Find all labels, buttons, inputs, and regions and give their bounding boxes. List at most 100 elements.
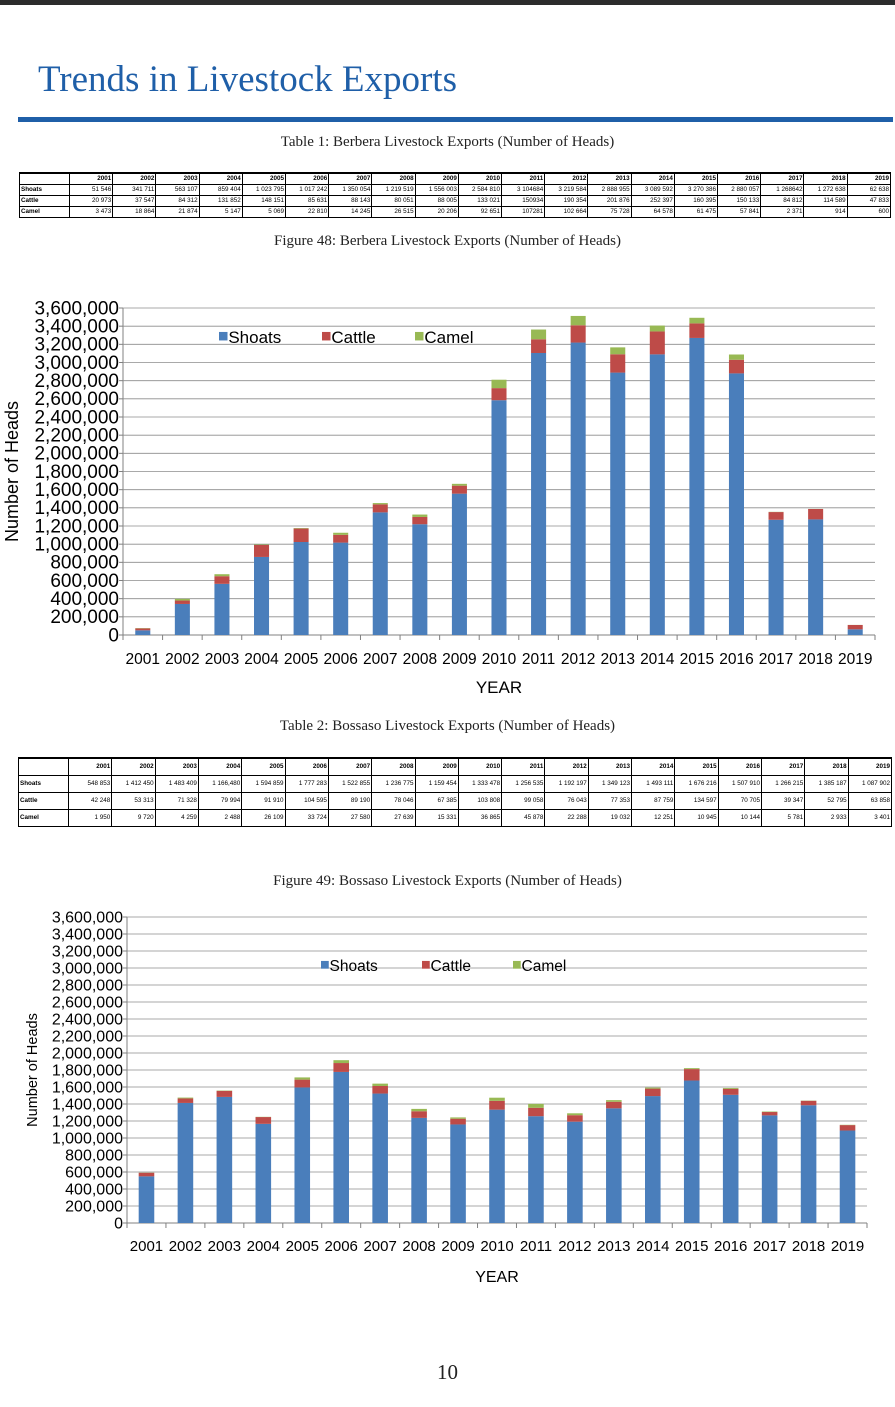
x-tick-label: 2002 — [165, 651, 199, 668]
bar-cattle-2012 — [570, 325, 586, 343]
bar-cattle-2002 — [177, 1098, 194, 1103]
table-row: Camel 3 473 18 864 21 874 5 147 5 069 22 810 14… — [19, 206, 892, 218]
legend-label-cattle: Cattle — [431, 958, 472, 975]
bar-shoats-2014 — [645, 1096, 661, 1223]
table-cell: 88 143 — [328, 195, 373, 207]
year-header: 2017 — [760, 172, 805, 185]
bar-cattle-2002 — [174, 600, 190, 604]
x-tick-label: 2017 — [753, 1238, 786, 1255]
table-cell: 99 058 — [501, 792, 546, 810]
bar-shoats-2003 — [214, 583, 230, 635]
y-tick-label: 1,800,000 — [52, 1062, 123, 1079]
year-header: 2003 — [155, 172, 200, 185]
table-row: Cattle 42 248 53 313 71 328 79 994 91 910 104 … — [18, 792, 893, 810]
table-cell: 88 005 — [414, 195, 459, 207]
year-header: 2006 — [284, 757, 329, 776]
berbera-exports-table: 2001 2002 2003 2004 2005 2006 2007 2008 2009 2010… — [19, 172, 892, 218]
table-cell: 1 777 283 — [284, 775, 329, 793]
table-cell: 1 236 775 — [371, 775, 416, 793]
table-cell: 27 580 — [327, 809, 373, 827]
y-tick-label: 0 — [114, 1215, 123, 1232]
y-tick-label: 3,200,000 — [34, 335, 119, 356]
year-header: 2004 — [198, 172, 243, 185]
table-cell: 22 810 — [285, 206, 330, 218]
bar-shoats-2016 — [722, 1094, 739, 1223]
bar-cattle-2007 — [372, 504, 388, 513]
table-cell: 341 711 — [112, 184, 157, 196]
bar-shoats-2019 — [847, 629, 863, 635]
bar-cattle-2017 — [761, 1112, 778, 1116]
y-tick-label: 3,000,000 — [34, 353, 119, 374]
x-tick-label: 2001 — [126, 651, 160, 668]
year-header: 2016 — [717, 757, 763, 776]
bar-cattle-2018 — [800, 1100, 817, 1106]
table-cell: 548 853 — [67, 775, 113, 793]
legend-swatch-cattle — [422, 960, 430, 969]
x-tick-label: 2009 — [442, 651, 476, 668]
table-cell: 563 107 — [155, 184, 200, 196]
y-tick-label: 3,600,000 — [34, 298, 119, 319]
bar-shoats-2001 — [135, 630, 151, 635]
table-cell: 1 350 054 — [328, 184, 373, 196]
y-tick-label: 2,000,000 — [52, 1045, 123, 1062]
y-tick-label: 3,200,000 — [52, 943, 123, 960]
table-cell: 15 331 — [414, 809, 459, 827]
table-cell: 76 043 — [544, 792, 589, 810]
bar-cattle-2007 — [372, 1085, 388, 1094]
bar-cattle-2004 — [255, 1117, 272, 1124]
table-cell: 64 578 — [630, 206, 675, 218]
table-cell: 52 795 — [804, 792, 849, 810]
bar-shoats-2016 — [728, 373, 744, 635]
bar-cattle-2013 — [610, 354, 626, 373]
year-header: 2002 — [111, 757, 156, 776]
table-cell: 33 724 — [284, 809, 329, 827]
x-tick-label: 2003 — [205, 651, 239, 668]
y-tick-label: 1,600,000 — [52, 1079, 123, 1096]
year-header: 2004 — [197, 757, 243, 776]
table-cell: 85 631 — [285, 195, 330, 207]
y-tick-label: 1,600,000 — [34, 480, 119, 501]
table-cell: 252 397 — [630, 195, 675, 207]
year-header: 2007 — [327, 757, 373, 776]
y-tick-label: 1,000,000 — [34, 534, 119, 555]
table-cell: 1 483 409 — [154, 775, 199, 793]
year-header: 2019 — [847, 757, 893, 776]
x-tick-label: 2014 — [636, 1238, 669, 1255]
figure49-caption: Figure 49: Bossaso Livestock Exports (Nu… — [273, 873, 622, 889]
table-cell: 2 584 810 — [457, 184, 503, 196]
table-cell: 148 151 — [241, 195, 287, 207]
year-header: 2012 — [544, 172, 589, 185]
page-title: Trends in Livestock Exports — [38, 59, 457, 100]
table-cell: 1 087 902 — [847, 775, 893, 793]
year-header: 2010 — [457, 757, 503, 776]
table-corner-cell — [18, 757, 69, 776]
x-tick-label: 2006 — [323, 651, 357, 668]
y-tick-label: 2,400,000 — [34, 407, 119, 428]
table-cell: 3 270 386 — [673, 184, 719, 196]
row-label: Camel — [18, 809, 69, 827]
bar-shoats-2012 — [567, 1121, 583, 1223]
table-cell: 3 089 592 — [630, 184, 675, 196]
year-header: 2014 — [631, 757, 676, 776]
year-header: 2003 — [154, 757, 199, 776]
row-label: Camel — [19, 206, 70, 218]
table-cell: 2 488 — [197, 809, 243, 827]
x-tick-label: 2007 — [363, 651, 397, 668]
table-cell: 51 546 — [68, 184, 114, 196]
table-cell: 1 192 197 — [544, 775, 589, 793]
y-tick-label: 400,000 — [65, 1181, 123, 1198]
x-tick-label: 2010 — [480, 1238, 513, 1255]
bar-camel-2011 — [531, 329, 547, 340]
year-header: 2002 — [112, 172, 157, 185]
y-tick-label: 2,800,000 — [52, 977, 123, 994]
year-header: 2005 — [241, 757, 286, 776]
legend-swatch-camel — [513, 960, 521, 969]
bar-shoats-2015 — [689, 337, 705, 635]
table-cell: 1 219 519 — [371, 184, 416, 196]
bar-shoats-2014 — [649, 354, 665, 635]
table-cell: 84 312 — [155, 195, 200, 207]
x-tick-label: 2002 — [169, 1238, 202, 1255]
bar-cattle-2019 — [839, 1125, 856, 1131]
year-header: 2011 — [501, 757, 546, 776]
table2-caption: Table 2: Bossaso Livestock Exports (Numb… — [279, 718, 616, 734]
